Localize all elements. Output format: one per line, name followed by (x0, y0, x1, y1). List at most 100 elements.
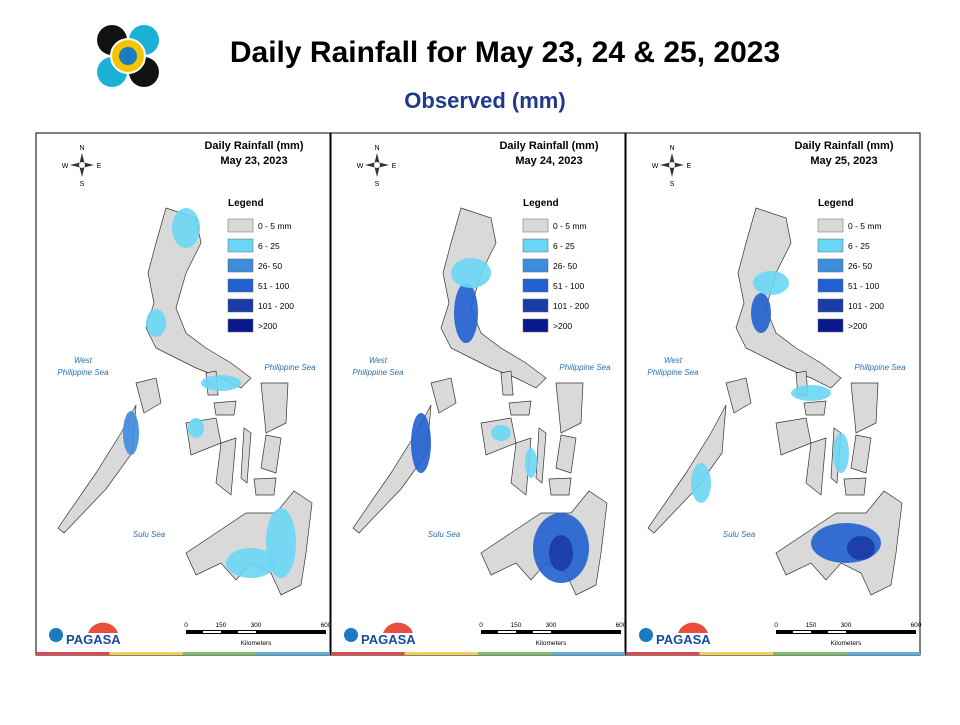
subtitle: Observed (mm) (404, 88, 565, 113)
legend-swatch (817, 218, 844, 233)
island (555, 434, 577, 474)
scale-label: 0 (774, 622, 778, 629)
legend-title: Legend (228, 198, 264, 209)
rain-area (691, 463, 711, 503)
scale-unit: Kilometers (831, 640, 862, 647)
scale-bar-seg (828, 631, 846, 633)
legend-swatch (227, 298, 254, 313)
compass-s: S (670, 181, 675, 188)
scale-label: 150 (806, 622, 817, 629)
legend-swatch (817, 258, 844, 273)
logo-mark (344, 628, 358, 642)
legend-swatch (522, 278, 549, 293)
scale-label: 600 (321, 622, 332, 629)
island (548, 477, 572, 496)
compass-w: W (357, 163, 364, 170)
landmass (352, 207, 608, 596)
compass-w: W (652, 163, 659, 170)
sea-label: Sulu Sea (133, 530, 166, 539)
island (805, 437, 827, 496)
scale-label: 300 (251, 622, 262, 629)
legend-label: 26- 50 (258, 261, 282, 271)
footer-stripe (478, 652, 552, 655)
rain-area (791, 385, 831, 401)
island (803, 400, 827, 416)
legend-label: 101 - 200 (258, 301, 294, 311)
island (850, 382, 879, 434)
rain-area (753, 271, 789, 295)
legend-swatch (522, 318, 549, 333)
footer-stripe (626, 652, 700, 655)
island (510, 437, 532, 496)
legend-label: 6 - 25 (553, 241, 575, 251)
rain-area (451, 258, 491, 288)
scale-bar-seg (533, 631, 551, 633)
scale-label: 300 (841, 622, 852, 629)
rain-area (751, 293, 771, 333)
legend-swatch (227, 238, 254, 253)
footer-stripe (256, 652, 330, 655)
legend-label: 51 - 100 (258, 281, 289, 291)
scale-bar-seg (203, 631, 221, 633)
sea-label: Philippine Sea (264, 363, 316, 372)
compass: N S W E (652, 145, 692, 188)
rain-area (549, 535, 573, 571)
island (850, 434, 872, 474)
panel-title: Daily Rainfall (mm) (794, 140, 893, 152)
legend-title: Legend (523, 198, 559, 209)
landmass (647, 207, 903, 596)
rain-area (491, 425, 511, 441)
panel-title: Daily Rainfall (mm) (499, 140, 598, 152)
map-panel: N S W E Daily Rainfall (mm) May 24, 2023 Legen… (330, 132, 627, 656)
footer-stripe (404, 652, 478, 655)
sea-label: West (74, 356, 93, 365)
legend-swatch (522, 238, 549, 253)
legend-label: >200 (258, 321, 277, 331)
island (253, 477, 277, 496)
island (135, 377, 162, 414)
legend-swatch (817, 278, 844, 293)
sea-label: West (664, 356, 683, 365)
rain-area (454, 283, 478, 343)
panel-date: May 24, 2023 (515, 155, 582, 167)
rain-area (123, 411, 139, 455)
legend-label: >200 (553, 321, 572, 331)
compass-n: N (669, 145, 674, 152)
island (430, 377, 457, 414)
compass-rose (70, 153, 94, 177)
map-panel: N S W E Daily Rainfall (mm) May 25, 2023 Legen… (625, 132, 922, 656)
sea-label: Sulu Sea (723, 530, 756, 539)
sea-label: Philippine Sea (352, 368, 404, 377)
compass-e: E (392, 163, 397, 170)
compass-n: N (374, 145, 379, 152)
rain-area (226, 548, 276, 578)
footer-stripe (109, 652, 183, 655)
scale-bar-seg (793, 631, 811, 633)
legend-swatch (227, 218, 254, 233)
legend-label: 6 - 25 (848, 241, 870, 251)
legend-swatch (817, 318, 844, 333)
compass-w: W (62, 163, 69, 170)
map-panel: N S W E Daily Rainfall (mm) May 23, 2023 Legen… (35, 132, 332, 656)
footer-stripe (551, 652, 625, 655)
scale-label: 150 (216, 622, 227, 629)
scale-label: 0 (479, 622, 483, 629)
sea-label: Philippine Sea (647, 368, 699, 377)
scale-label: 0 (184, 622, 188, 629)
rain-area (833, 433, 849, 473)
island (145, 207, 252, 389)
island (535, 427, 547, 484)
compass-rose (660, 153, 684, 177)
compass-n: N (79, 145, 84, 152)
island (555, 382, 584, 434)
legend-swatch (522, 258, 549, 273)
legend-label: 51 - 100 (848, 281, 879, 291)
island (843, 477, 867, 496)
legend-swatch (227, 258, 254, 273)
legend-label: >200 (848, 321, 867, 331)
sea-label: Philippine Sea (854, 363, 906, 372)
legend-swatch (522, 218, 549, 233)
header-logo (97, 25, 159, 87)
legend-label: 26- 50 (848, 261, 872, 271)
